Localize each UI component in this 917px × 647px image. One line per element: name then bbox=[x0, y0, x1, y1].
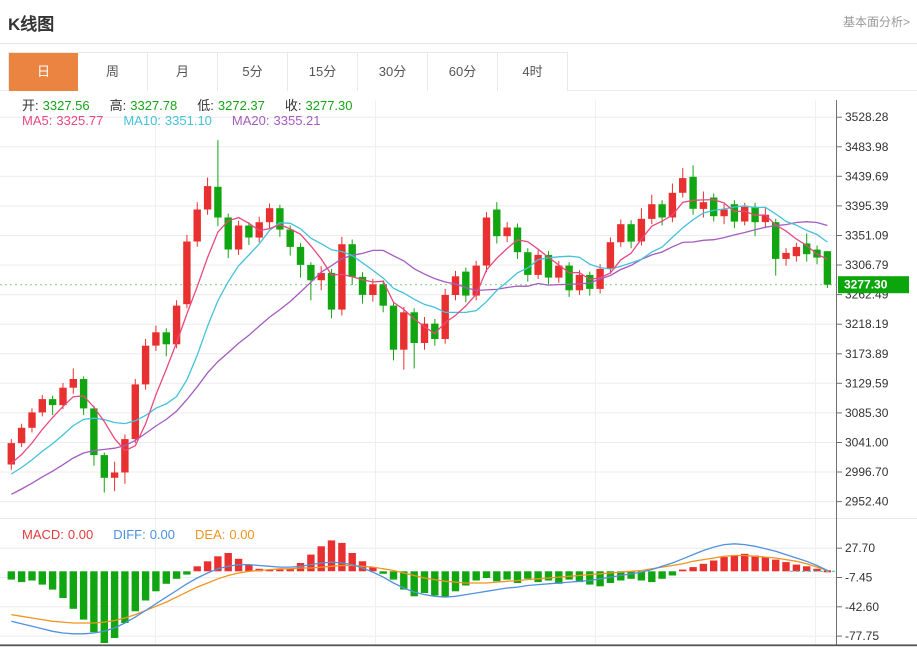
macd-value: 0.00 bbox=[67, 527, 94, 542]
svg-text:-77.75: -77.75 bbox=[845, 629, 879, 643]
ma20-label: MA20: bbox=[231, 113, 270, 128]
macd-label: MACD: bbox=[22, 527, 64, 542]
ohlc-row: 开: 3327.56 高: 3327.78 低: 3272.37 收: 3277.30 bbox=[22, 95, 353, 114]
ma20-value: 3355.21 bbox=[273, 113, 321, 128]
svg-text:3306.79: 3306.79 bbox=[845, 258, 889, 272]
tab-period-3[interactable]: 5分 bbox=[218, 53, 288, 91]
svg-text:3395.39: 3395.39 bbox=[845, 199, 889, 213]
macd-grid bbox=[0, 519, 836, 644]
high-label: 高: bbox=[109, 98, 127, 113]
candlestick-chart[interactable]: 3528.28 3483.98 3439.69 3395.39 3351.09 3306.… bbox=[0, 88, 917, 518]
svg-text:3085.30: 3085.30 bbox=[845, 406, 889, 420]
tab-period-5[interactable]: 30分 bbox=[358, 53, 428, 91]
tab-period-4[interactable]: 15分 bbox=[288, 53, 358, 91]
high-value: 3327.78 bbox=[130, 98, 178, 113]
tab-period-2[interactable]: 月 bbox=[148, 53, 218, 91]
diff-label: DIFF: bbox=[113, 527, 146, 542]
candles bbox=[7, 140, 832, 493]
svg-text:3218.19: 3218.19 bbox=[845, 317, 889, 331]
current-price-badge-text: 3277.30 bbox=[844, 278, 888, 292]
diff-value: 0.00 bbox=[149, 527, 176, 542]
period-tabs: 日周月 5分 15分 30分 60分 4时 bbox=[8, 52, 568, 91]
close-value: 3277.30 bbox=[305, 98, 353, 113]
svg-text:3129.59: 3129.59 bbox=[845, 376, 889, 390]
tab-period-7[interactable]: 4时 bbox=[498, 53, 568, 91]
fundamental-analysis-link[interactable]: 基本面分析> bbox=[842, 15, 910, 29]
ma10-label: MA10: bbox=[123, 113, 161, 128]
macd-y-axis: 27.70 -7.45 -42.60 -77.75 bbox=[836, 518, 879, 645]
svg-text:2996.70: 2996.70 bbox=[845, 465, 889, 479]
page-title: K线图 bbox=[8, 15, 55, 34]
svg-text:3173.89: 3173.89 bbox=[845, 347, 889, 361]
svg-text:-7.45: -7.45 bbox=[845, 571, 873, 585]
svg-text:27.70: 27.70 bbox=[845, 541, 875, 555]
svg-text:2952.40: 2952.40 bbox=[845, 495, 889, 509]
ma-row: MA5: 3325.77 MA10: 3351.10 MA20: 3355.21 bbox=[22, 113, 321, 128]
current-price-badge bbox=[838, 276, 909, 294]
ma5-line bbox=[10, 198, 828, 464]
dea-label: DEA: bbox=[195, 527, 226, 542]
svg-text:3528.28: 3528.28 bbox=[845, 110, 889, 124]
ma10-line bbox=[10, 205, 828, 475]
ma10-value: 3351.10 bbox=[164, 113, 212, 128]
bottom-border bbox=[0, 644, 917, 647]
main-grid bbox=[0, 100, 836, 518]
svg-text:3041.00: 3041.00 bbox=[845, 436, 889, 450]
ma5-label: MA5: bbox=[22, 113, 53, 128]
widget-header: K线图 基本面分析> bbox=[0, 0, 917, 44]
tab-period-6[interactable]: 60分 bbox=[428, 53, 498, 91]
ma20-line bbox=[11, 221, 828, 495]
open-value: 3327.56 bbox=[42, 98, 90, 113]
macd-info-row: MACD: 0.00 DIFF: 0.00 DEA: 0.00 bbox=[22, 527, 255, 542]
tab-period-1[interactable]: 周 bbox=[78, 53, 148, 91]
dea-value: 0.00 bbox=[229, 527, 255, 542]
macd-chart[interactable]: 27.70 -7.45 -42.60 -77.75 bbox=[0, 518, 917, 647]
low-label: 低: bbox=[197, 98, 214, 113]
diff-line bbox=[11, 543, 828, 635]
macd-histogram bbox=[7, 540, 832, 643]
svg-text:3351.09: 3351.09 bbox=[845, 229, 889, 243]
svg-text:-42.60: -42.60 bbox=[845, 600, 879, 614]
svg-text:3483.98: 3483.98 bbox=[845, 140, 889, 154]
svg-text:3439.69: 3439.69 bbox=[845, 169, 889, 183]
ma5-value: 3325.77 bbox=[56, 113, 104, 128]
low-value: 3272.37 bbox=[217, 98, 265, 113]
tab-period-0[interactable]: 日 bbox=[9, 53, 78, 91]
main-y-axis: 3528.28 3483.98 3439.69 3395.39 3351.09 3306.… bbox=[836, 100, 889, 518]
open-label: 开: bbox=[22, 98, 39, 113]
close-label: 收: bbox=[284, 98, 302, 113]
